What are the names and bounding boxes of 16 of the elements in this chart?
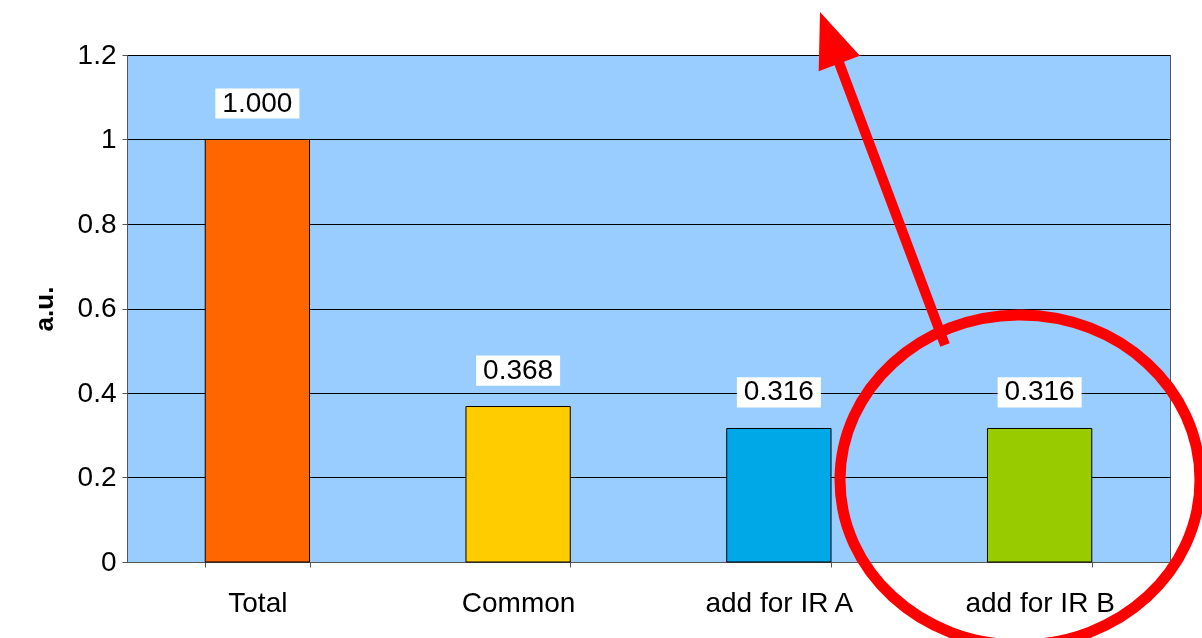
y-tick-label: 0.2 — [77, 461, 117, 492]
data-label: 0.316 — [743, 375, 814, 407]
x-tick-label: Common — [461, 586, 576, 618]
y-tick-label: 1.2 — [77, 38, 117, 70]
x-tick-label: add for IR A — [705, 586, 854, 618]
data-label: 0.368 — [483, 353, 554, 385]
x-tick-label: Total — [228, 586, 288, 618]
y-tick-label: 0.8 — [77, 207, 117, 239]
y-tick-label: 1 — [100, 123, 117, 154]
y-axis-title: a.u. — [28, 286, 59, 332]
data-label: 1.000 — [222, 86, 293, 118]
x-tick-label: add for IR B — [965, 586, 1115, 618]
data-label: 0.316 — [1004, 375, 1075, 407]
y-tick-label: 0.4 — [77, 376, 117, 408]
y-tick-label: 0.6 — [77, 292, 117, 323]
y-tick-label: 0 — [100, 545, 117, 577]
